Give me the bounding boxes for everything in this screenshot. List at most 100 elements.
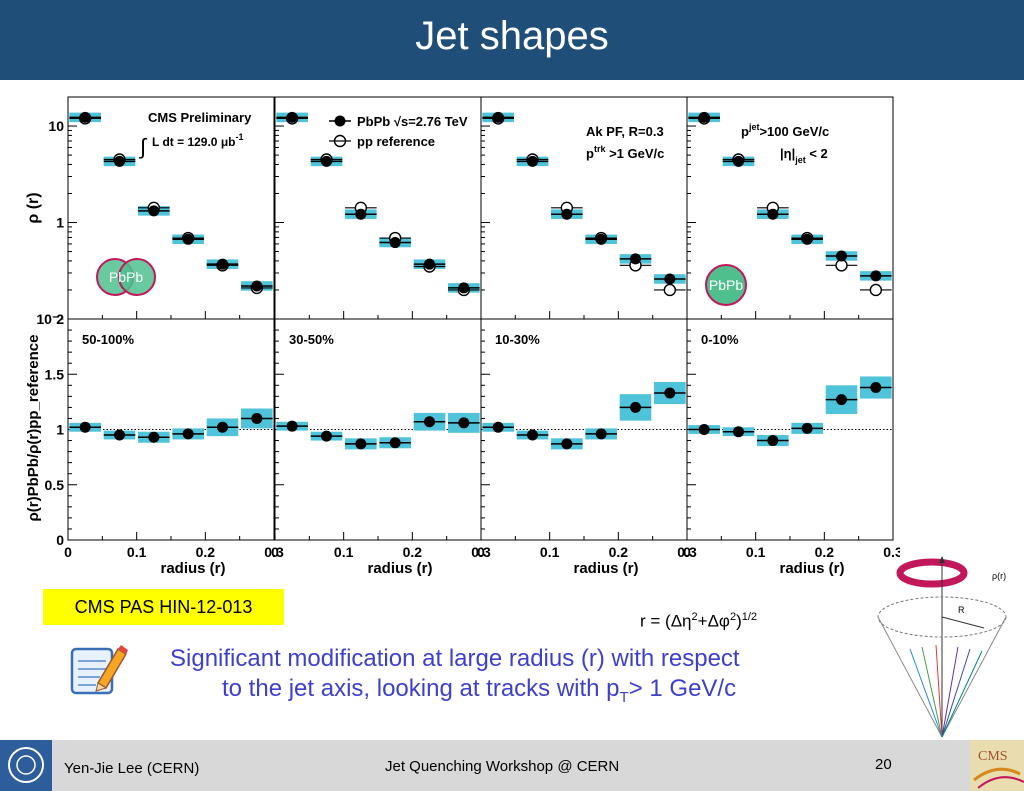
x-tick-label: 0.2 [403, 544, 423, 560]
ratio-point [630, 401, 641, 413]
slide-title: Jet shapes [415, 14, 609, 58]
pbpb-point [114, 155, 125, 167]
pbpb-point [630, 253, 641, 265]
centrality-label: 10-30% [495, 332, 540, 347]
pbpb-point [321, 155, 332, 167]
x-tick-label: 0.3 [677, 544, 697, 560]
track-pt-cut: ptrk >1 GeV/c [586, 144, 664, 161]
cms-preliminary-label: CMS Preliminary [148, 110, 252, 125]
pbpb-point [801, 233, 813, 245]
ratio-point [389, 437, 401, 449]
pbpb-point [870, 270, 882, 282]
ratio-point [836, 394, 847, 406]
pbpb-point [251, 280, 263, 292]
cms-logo: CMS [970, 740, 1024, 791]
pbpb-point [767, 208, 779, 220]
pbpb-point [182, 233, 194, 245]
centrality-label: 30-50% [289, 332, 334, 347]
x-tick-label: 0 [271, 544, 279, 560]
pbpb-point [458, 282, 470, 294]
x-tick-label: 0.3 [471, 544, 491, 560]
formula-exp-eta: 2 [691, 611, 698, 623]
legend-pbpb: PbPb √s=2.76 TeV [357, 114, 468, 129]
x-tick-label: 0.1 [334, 544, 354, 560]
page-number: 20 [875, 756, 892, 773]
ratio-point [114, 429, 125, 441]
top-y-tick-label: 10 [48, 118, 64, 134]
annulus-ring [896, 558, 968, 588]
track-3 [935, 644, 943, 738]
footer: Yen-Jie Lee (CERN) Jet Quenching Worksho… [0, 740, 1024, 791]
x-tick-label: 0.1 [746, 544, 766, 560]
radius-formula: r = (Δη2+Δφ2)1/2 [640, 611, 757, 632]
pbpb-point [698, 111, 710, 123]
formula-plus: +Δφ [697, 611, 730, 631]
pbpb-point [595, 233, 607, 245]
reference-label: CMS PAS HIN-12-013 [43, 589, 284, 625]
centrality-label: 0-10% [701, 332, 739, 347]
x-axis-label: radius (r) [160, 560, 225, 577]
cms-logo-text: CMS [978, 749, 1008, 764]
track-1 [909, 648, 943, 738]
pbpb-logo-right-circle [118, 258, 156, 296]
x-tick-label: 0.2 [815, 544, 835, 560]
x-axis-label: radius (r) [779, 560, 844, 577]
x-tick-label: 0.1 [127, 544, 147, 560]
formula-lhs: r = (Δη [640, 611, 692, 631]
x-tick-label: 0 [683, 544, 691, 560]
cone-rho-label: ρ(r) [992, 571, 1006, 581]
pbpb-point [217, 258, 228, 270]
top-y-axis-label: ρ (r) [25, 192, 42, 223]
lumi-label: L dt = 129.0 μb-1 [152, 132, 244, 149]
pbpb-point [733, 155, 744, 167]
track-2 [921, 646, 943, 738]
x-tick-label: 0.3 [264, 544, 284, 560]
jet-cone-diagram: ρ(r) R [877, 556, 1007, 738]
ratio-point [561, 438, 573, 450]
pbpb-point [148, 205, 160, 217]
ratio-point [79, 421, 91, 433]
bottom-y-axis-label: ρ(r)PbPb/ρ(r)pp_reference [25, 335, 42, 522]
ratio-point [286, 420, 298, 432]
formula-exp-half: 1/2 [741, 611, 758, 623]
track-5 [941, 648, 971, 738]
ratio-point [182, 428, 194, 440]
bottom-y-tick-label: 0 [56, 532, 64, 548]
pbpb-point [286, 111, 298, 123]
pbpb-point [664, 273, 676, 285]
footer-author: Yen-Jie Lee (CERN) [64, 760, 200, 777]
ratio-point [870, 382, 882, 394]
pbpb-point [79, 111, 91, 123]
ratio-point [595, 428, 607, 440]
pbpb-point [389, 237, 401, 249]
pp-logo-circle [705, 264, 747, 306]
track-4 [941, 646, 959, 738]
summary-text: Significant modification at large radius… [170, 644, 870, 713]
cern-logo [0, 740, 52, 791]
ratio-point [664, 387, 676, 399]
top-y-tick-label: 1 [56, 215, 64, 231]
notepad-pencil-icon [70, 645, 128, 695]
x-axis-label: radius (r) [573, 560, 638, 577]
pbpb-point [561, 208, 573, 220]
bottom-y-tick-label: 1.5 [45, 366, 65, 382]
x-tick-label: 0.2 [196, 544, 216, 560]
ratio-point [217, 421, 228, 433]
bottom-y-tick-label: 1 [56, 422, 64, 438]
pp-point [663, 283, 677, 297]
pp-logo-text: PbPb [709, 277, 743, 293]
pbpb-logo-text: PbPb [109, 269, 143, 285]
ratio-point [527, 429, 538, 441]
top-y-tick-label: 10⁻¹ [36, 311, 64, 327]
x-tick-label: 0.3 [883, 544, 900, 560]
title-bar: Jet shapes [0, 0, 1024, 80]
summary-line-2-pre: to the jet axis, looking at tracks with … [222, 675, 620, 702]
x-tick-label: 0 [64, 544, 72, 560]
cone-edge-right [941, 616, 1007, 738]
pbpb-point [836, 250, 847, 262]
ratio-point [458, 417, 470, 429]
summary-line-1: Significant modification at large radius… [170, 645, 740, 672]
legend-pp: pp reference [357, 134, 435, 149]
bottom-y-tick-label: 2 [56, 311, 64, 327]
x-tick-label: 0.2 [609, 544, 629, 560]
